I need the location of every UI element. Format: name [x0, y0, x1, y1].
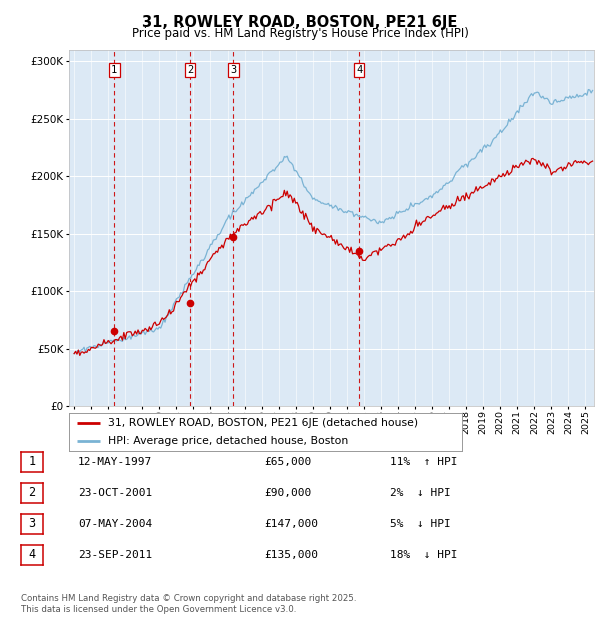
Text: 23-SEP-2011: 23-SEP-2011 [78, 550, 152, 560]
Text: £65,000: £65,000 [264, 457, 311, 467]
Text: 1: 1 [111, 65, 118, 75]
Text: 4: 4 [356, 65, 362, 75]
Text: 2: 2 [28, 487, 35, 499]
Text: Price paid vs. HM Land Registry's House Price Index (HPI): Price paid vs. HM Land Registry's House … [131, 27, 469, 40]
Text: £147,000: £147,000 [264, 519, 318, 529]
Text: 11%  ↑ HPI: 11% ↑ HPI [390, 457, 458, 467]
Text: £90,000: £90,000 [264, 488, 311, 498]
Text: 3: 3 [28, 518, 35, 530]
Text: 18%  ↓ HPI: 18% ↓ HPI [390, 550, 458, 560]
Text: 31, ROWLEY ROAD, BOSTON, PE21 6JE (detached house): 31, ROWLEY ROAD, BOSTON, PE21 6JE (detac… [109, 418, 418, 428]
Text: 07-MAY-2004: 07-MAY-2004 [78, 519, 152, 529]
Text: 23-OCT-2001: 23-OCT-2001 [78, 488, 152, 498]
Text: HPI: Average price, detached house, Boston: HPI: Average price, detached house, Bost… [109, 436, 349, 446]
Text: 2: 2 [187, 65, 193, 75]
Text: 3: 3 [230, 65, 236, 75]
Text: 5%  ↓ HPI: 5% ↓ HPI [390, 519, 451, 529]
Text: 4: 4 [28, 549, 35, 561]
Text: 31, ROWLEY ROAD, BOSTON, PE21 6JE: 31, ROWLEY ROAD, BOSTON, PE21 6JE [142, 15, 458, 30]
Text: 12-MAY-1997: 12-MAY-1997 [78, 457, 152, 467]
Text: Contains HM Land Registry data © Crown copyright and database right 2025.
This d: Contains HM Land Registry data © Crown c… [21, 595, 356, 614]
Text: £135,000: £135,000 [264, 550, 318, 560]
Text: 1: 1 [28, 456, 35, 468]
Text: 2%  ↓ HPI: 2% ↓ HPI [390, 488, 451, 498]
